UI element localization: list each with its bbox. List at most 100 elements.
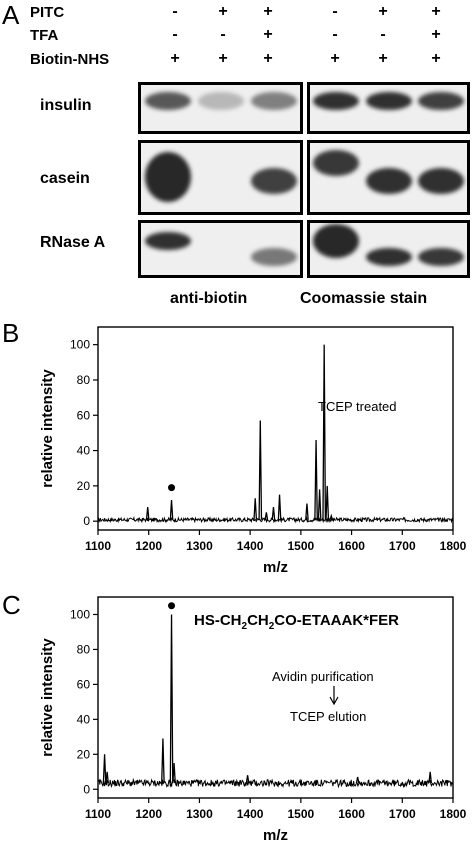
sign-tfa-6: + [431, 26, 441, 43]
x-tick-label: 1100 [85, 539, 111, 553]
x-tick-label: 1600 [338, 539, 365, 553]
y-tick-label: 0 [83, 782, 90, 796]
sign-biotin-nhs-4: + [330, 50, 340, 67]
spectrum-peak [105, 771, 109, 784]
y-tick-label: 40 [77, 444, 91, 458]
y-axis-label: relative intensity [39, 369, 56, 488]
spectrum-peak [355, 776, 360, 784]
band [250, 248, 297, 266]
band [144, 92, 191, 110]
mass-spectrum-b: 1100 1200 1300 1400 1500 1600 1700 1800 0 20 40 60 8… [39, 326, 467, 576]
band [197, 92, 244, 110]
spectrum-peak [264, 512, 269, 520]
spectrum-peak [169, 614, 174, 784]
spectrum-peak [169, 499, 174, 520]
peak-marker-dot [168, 602, 176, 610]
y-tick-label: 0 [83, 514, 90, 528]
x-tick-label: 1100 [85, 807, 111, 821]
band [313, 224, 360, 258]
y-tick-label: 80 [77, 373, 91, 387]
y-axis-label: relative intensity [39, 638, 56, 757]
sign-tfa-2: - [220, 26, 226, 43]
band [365, 248, 412, 266]
blot-anti-biotin-rnase-a [138, 220, 303, 278]
y-tick-label: 100 [70, 338, 90, 352]
sign-pitc-3: + [263, 3, 273, 20]
x-tick-label: 1300 [186, 539, 213, 553]
x-tick-label: 1800 [440, 807, 467, 821]
caption-anti-biotin: anti-biotin [170, 290, 248, 307]
x-tick-label: 1200 [135, 539, 162, 553]
plot-frame [97, 596, 454, 799]
spectrum-peak [253, 498, 258, 520]
y-tick-label: 80 [77, 642, 91, 656]
band [417, 248, 464, 266]
x-tick-label: 1600 [338, 807, 365, 821]
spectrum-baseline [97, 515, 454, 524]
spectrum-peak [277, 494, 282, 520]
x-tick-label: 1800 [440, 539, 467, 553]
x-axis-label: m/z [263, 827, 288, 844]
step-tcep-elution: TCEP elution [290, 709, 366, 724]
x-tick-label: 1300 [186, 807, 213, 821]
plot-frame [97, 326, 454, 531]
peptide-sequence-label: HS-CH2CH2CO-ETAAAK*FER [194, 612, 399, 632]
sign-biotin-nhs-5: + [378, 50, 388, 67]
panel-a-letter: A [2, 0, 20, 30]
peak-marker-dot [168, 484, 176, 492]
sign-pitc-5: + [378, 3, 388, 20]
mass-spectrum-c: 1100 1200 1300 1400 1500 1600 1700 1800 0 20 40 60 8… [39, 596, 467, 844]
band [144, 152, 191, 202]
band [250, 168, 297, 194]
band [313, 92, 360, 110]
spectrum-peak [305, 503, 309, 520]
band [365, 92, 412, 110]
spectrum-peak [172, 763, 176, 784]
sign-pitc-1: - [172, 3, 178, 20]
protein-label-rnase-a: RNase A [40, 234, 106, 251]
band [417, 92, 464, 110]
band [365, 168, 412, 194]
y-tick-label: 100 [70, 607, 90, 621]
band [144, 232, 191, 250]
x-tick-label: 1500 [288, 807, 315, 821]
spectrum-peak [271, 506, 276, 520]
spectrum-peak [314, 439, 318, 520]
spectrum-peak [258, 420, 263, 520]
panel-b-letter: B [2, 318, 20, 348]
sign-biotin-nhs-2: + [218, 50, 228, 67]
blot-coomassie-insulin [307, 82, 470, 134]
spectrum-peak [329, 513, 334, 520]
sign-tfa-1: - [172, 26, 178, 43]
x-tick-label: 1500 [288, 539, 315, 553]
x-tick-label: 1700 [389, 807, 416, 821]
sign-tfa-5: - [380, 26, 386, 43]
y-tick-label: 20 [77, 747, 91, 761]
blot-anti-biotin-insulin [138, 82, 303, 134]
panel-c-letter: C [2, 590, 21, 620]
x-axis-label: m/z [263, 559, 288, 576]
band [313, 150, 360, 176]
band [250, 92, 297, 110]
sign-biotin-nhs-3: + [263, 50, 273, 67]
y-tick-label: 60 [77, 677, 91, 691]
spectrum-peak [102, 754, 107, 784]
step-avidin-purification: Avidin purification [272, 669, 374, 684]
sign-pitc-2: + [218, 3, 228, 20]
sign-biotin-nhs-1: + [170, 50, 180, 67]
spectrum-peak [245, 775, 250, 784]
condition-label-biotin-nhs: Biotin-NHS [30, 51, 110, 68]
spectrum-peak [145, 506, 150, 520]
sign-tfa-4: - [332, 26, 338, 43]
sign-pitc-4: - [332, 3, 338, 20]
y-tick-label: 40 [77, 712, 91, 726]
spectrum-peak [325, 485, 330, 520]
condition-label-tfa: TFA [30, 27, 59, 44]
y-tick-label: 20 [77, 479, 91, 493]
condition-label-pitc: PITC [30, 4, 65, 21]
spectrum-peak [428, 771, 433, 784]
spectrum-baseline [97, 777, 454, 790]
y-tick-label: 60 [77, 408, 91, 422]
caption-coomassie-stain: Coomassie stain [300, 290, 428, 307]
x-tick-label: 1200 [135, 807, 162, 821]
